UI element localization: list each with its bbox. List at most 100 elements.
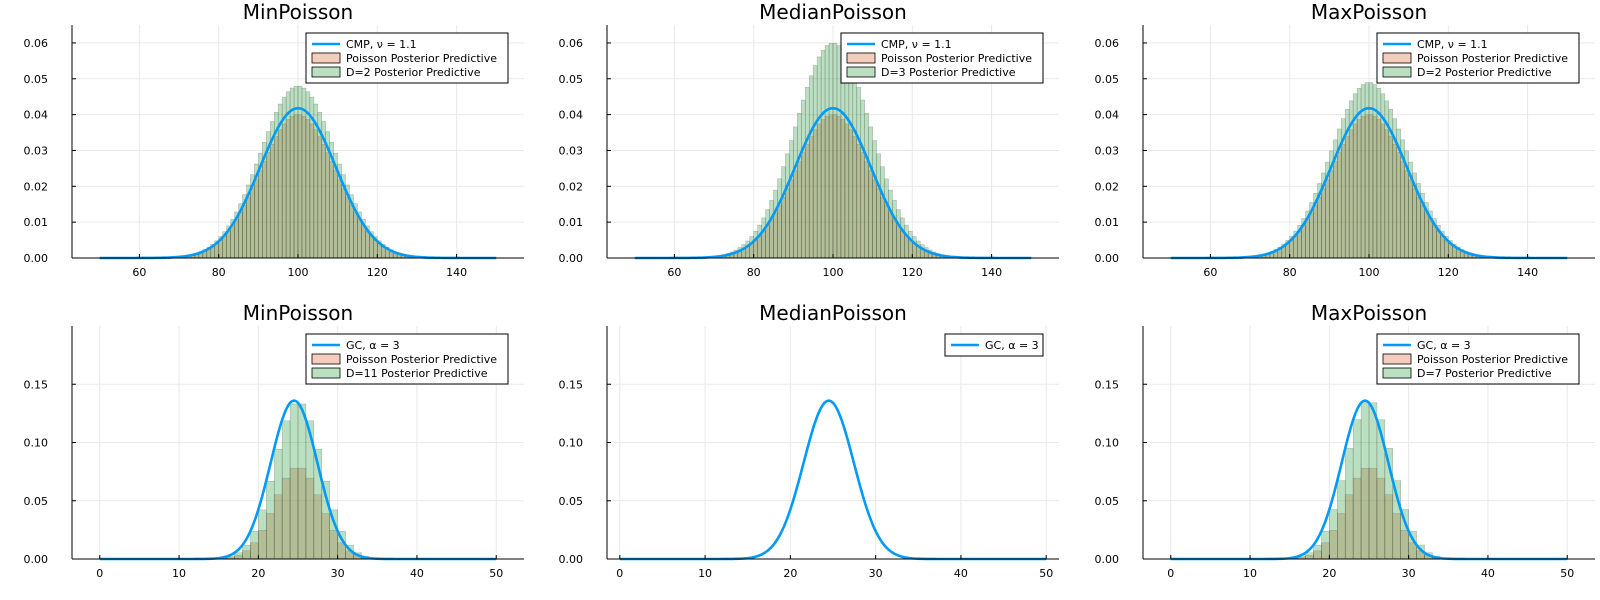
hist-bar	[912, 236, 917, 259]
x-tick-label: 0	[1167, 567, 1174, 580]
legend-label: CMP, ν = 1.1	[881, 38, 952, 51]
y-tick-label: 0.05	[1095, 495, 1120, 508]
subplot-4: 0 10 20 30 40 50 0.00 0.05 0.10 0.15 MinPoisson GC,…	[24, 301, 524, 580]
y-tick-label: 0.06	[559, 37, 584, 50]
hist-bar	[801, 99, 806, 259]
y-tick-label: 0.06	[24, 37, 49, 50]
subplot-2: 60 80 100 120 140 0.00 0.01 0.02 0.03 0.04 0.05 0.0…	[559, 0, 1059, 279]
legend-patch-swatch	[1382, 66, 1412, 78]
legend-patch-swatch	[846, 52, 876, 64]
hist-bar	[1360, 402, 1370, 560]
y-tick-label: 0.00	[1095, 252, 1120, 265]
legend-patch-swatch	[311, 66, 341, 78]
hist-bar	[1329, 509, 1338, 560]
hist-bar	[293, 85, 299, 259]
hist-bar	[860, 99, 865, 259]
hist-bar	[844, 56, 850, 259]
hist-bar	[872, 140, 877, 259]
hist-bar	[757, 224, 762, 259]
x-tick-label: 140	[981, 266, 1002, 279]
legend-label: D=3 Posterior Predictive	[881, 66, 1016, 79]
hist-bar	[250, 531, 259, 560]
legend-label: D=2 Posterior Predictive	[1417, 66, 1552, 79]
hist-bar	[765, 209, 770, 259]
legend-patch-swatch	[311, 353, 341, 365]
y-tick-label: 0.15	[24, 378, 49, 391]
hist-bar	[820, 49, 826, 259]
legend-label: Poisson Posterior Predictive	[1417, 353, 1568, 366]
x-tick-label: 40	[410, 567, 424, 580]
hist-bar	[1313, 544, 1322, 560]
legend-label: GC, α = 3	[985, 339, 1039, 352]
legend-label: CMP, ν = 1.1	[346, 38, 417, 51]
hist-bar	[773, 189, 778, 259]
hist-bar	[273, 448, 283, 560]
subplot-title: MinPoisson	[243, 301, 353, 325]
x-tick-label: 10	[698, 567, 712, 580]
x-tick-label: 80	[1283, 266, 1297, 279]
hist-bar	[785, 153, 790, 259]
hist-bar	[297, 85, 303, 259]
legend-label: Poisson Posterior Predictive	[1417, 52, 1568, 65]
x-tick-label: 100	[823, 266, 844, 279]
hist-bar	[832, 42, 838, 259]
x-tick-label: 60	[667, 266, 681, 279]
x-tick-label: 100	[288, 266, 309, 279]
x-tick-label: 140	[1517, 266, 1538, 279]
hist-bar	[789, 140, 794, 259]
x-tick-label: 30	[1402, 567, 1416, 580]
hist-bar	[777, 178, 782, 259]
y-tick-label: 0.00	[24, 553, 49, 566]
x-tick-label: 50	[1560, 567, 1574, 580]
subplot-title: MaxPoisson	[1311, 301, 1427, 325]
hist-bar	[1337, 480, 1346, 560]
legend-patch-swatch	[1382, 52, 1412, 64]
x-tick-label: 120	[1438, 266, 1459, 279]
y-tick-label: 0.10	[24, 437, 49, 450]
y-tick-label: 0.04	[559, 109, 584, 122]
x-tick-label: 60	[132, 266, 146, 279]
x-tick-label: 30	[869, 567, 883, 580]
y-tick-label: 0.00	[1095, 553, 1120, 566]
legend-label: Poisson Posterior Predictive	[346, 353, 497, 366]
x-tick-label: 120	[367, 266, 388, 279]
hist-bar	[1352, 419, 1362, 560]
hist-bar	[242, 544, 251, 560]
x-tick-label: 60	[1203, 266, 1217, 279]
subplot-title: MedianPoisson	[759, 301, 907, 325]
y-tick-label: 0.01	[24, 216, 49, 229]
y-tick-label: 0.03	[559, 144, 584, 157]
x-tick-label: 40	[1481, 567, 1495, 580]
x-tick-label: 80	[747, 266, 761, 279]
y-tick-label: 0.02	[559, 180, 584, 193]
legend-label: Poisson Posterior Predictive	[346, 52, 497, 65]
y-tick-label: 0.03	[24, 144, 49, 157]
hist-bar	[848, 65, 854, 259]
x-tick-label: 100	[1359, 266, 1380, 279]
hist-bar	[753, 231, 758, 259]
y-tick-label: 0.00	[559, 252, 584, 265]
hist-bar	[793, 126, 798, 259]
hist-bar	[812, 65, 818, 259]
hist-bar	[797, 113, 802, 259]
legend-box	[944, 333, 1044, 357]
hist-bar	[289, 87, 295, 259]
x-tick-label: 120	[902, 266, 923, 279]
hist-bar	[301, 87, 307, 259]
y-tick-label: 0.00	[559, 553, 584, 566]
y-tick-label: 0.03	[1095, 144, 1120, 157]
hist-bar	[234, 552, 243, 560]
legend-patch-swatch	[311, 367, 341, 379]
hist-bar	[828, 42, 834, 259]
x-tick-label: 140	[446, 266, 467, 279]
y-tick-label: 0.05	[24, 495, 49, 508]
legend-label: Poisson Posterior Predictive	[881, 52, 1032, 65]
hist-bar	[1305, 552, 1314, 560]
x-tick-label: 20	[1322, 567, 1336, 580]
y-tick-label: 0.01	[559, 216, 584, 229]
